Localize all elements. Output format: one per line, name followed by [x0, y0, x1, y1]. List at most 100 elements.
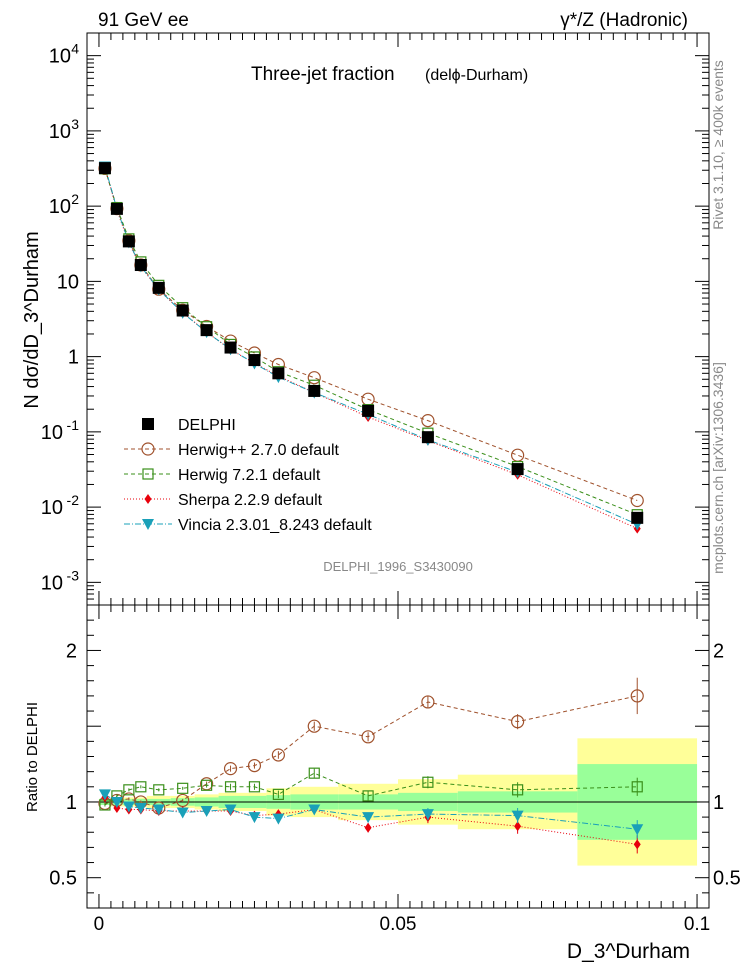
y-tick-exponent: 3: [71, 116, 79, 132]
x-tick-label: 0.05: [380, 914, 417, 935]
herwig-2-7-0-default-ratio-point: [421, 695, 435, 709]
delphi-point: [134, 259, 147, 272]
sherpa-2-2-9-default-ratio-point: [364, 822, 372, 833]
chart-title: Three-jet fraction: [251, 64, 395, 85]
herwig-2-7-0-default-point: [307, 371, 321, 385]
y-tick-label: 10: [49, 121, 71, 143]
sherpa-2-2-9-default-ratio-point: [514, 821, 522, 832]
analysis-label: DELPHI_1996_S3430090: [323, 559, 473, 574]
y-tick-label: 10: [49, 46, 71, 68]
herwig-2-7-0-default-point: [630, 493, 644, 508]
vincia-2-3-01-8-243-default-line: [104, 166, 638, 525]
y-tick-exponent: 4: [71, 41, 79, 57]
delphi-point: [511, 463, 524, 476]
vincia-2-3-01-8-243-default-ratio-point: [248, 812, 261, 824]
legend-label-delphi: DELPHI: [178, 417, 236, 434]
delphi-point: [421, 431, 434, 444]
herwig-2-7-0-default-ratio-point: [307, 719, 321, 733]
y-tick-label: 10: [41, 497, 63, 519]
vincia-2-3-01-8-243-default-ratio-point: [631, 824, 644, 836]
herwig-7-2-1-default-ratio-point: [631, 781, 643, 793]
legend-label-herwig-2-7-0-default: Herwig++ 2.7.0 default: [178, 442, 340, 459]
herwig-2-7-0-default-point: [421, 414, 435, 428]
delphi-point: [110, 202, 123, 215]
y-tick-exponent: -1: [67, 417, 80, 433]
header-right: γ*/Z (Hadronic): [560, 10, 688, 31]
mcplots-site: mcplots.cern.ch [arXiv:1306.3436]: [710, 362, 726, 574]
y-tick-label: 10: [41, 422, 63, 444]
x-tick-label: 0.1: [684, 914, 710, 935]
vincia-2-3-01-8-243-default-ratio-point: [308, 804, 321, 816]
ratio-tick-label-left: 1: [66, 792, 77, 814]
vincia-2-3-01-8-243-default-ratio-point: [272, 813, 285, 825]
vincia-2-3-01-8-243-default-ratio-point: [122, 801, 135, 813]
herwig-7-2-1-default-ratio-point: [308, 767, 320, 779]
herwig-2-7-0-default-ratio-point: [223, 762, 238, 776]
rivet-version: Rivet 3.1.10, ≥ 400k events: [710, 60, 726, 230]
herwig-7-2-1-default-line: [104, 168, 638, 516]
herwig-7-2-1-default-ratio-point: [123, 784, 135, 796]
delphi-point: [122, 235, 135, 248]
herwig-2-7-0-default-ratio-point: [247, 758, 262, 773]
legend-marker-sherpa-2-2-9-default: [144, 494, 152, 504]
legend-label-herwig-7-2-1-default: Herwig 7.2.1 default: [178, 467, 321, 484]
herwig-2-7-0-default-ratio-point: [361, 730, 375, 744]
vincia-2-3-01-8-243-default-ratio-point: [98, 789, 111, 801]
delphi-point: [362, 404, 375, 417]
delphi-point: [200, 324, 213, 337]
y-tick-label: 1: [68, 347, 79, 369]
legend-label-vincia-2-3-01-8-243-default: Vincia 2.3.01_8.243 default: [178, 517, 372, 534]
legend-marker-vincia-2-3-01-8-243-default: [142, 519, 154, 530]
herwig-2-7-0-default-ratio-point: [271, 748, 285, 762]
ratio-tick-label-left: 0.5: [49, 868, 77, 890]
vincia-2-3-01-8-243-default-ratio-point: [134, 803, 147, 815]
delphi-point: [176, 304, 189, 317]
herwig-2-7-0-default-ratio-point: [511, 715, 525, 729]
delphi-point: [248, 354, 261, 367]
herwig-2-7-0-default-point: [511, 448, 525, 462]
vincia-2-3-01-8-243-default-ratio-point: [362, 812, 375, 824]
vincia-2-3-01-8-243-default-ratio-point: [152, 804, 165, 816]
chart-title-note: (delϕ-Durham): [425, 67, 528, 84]
delphi-point: [308, 384, 321, 397]
herwig-7-2-1-default-ratio-point: [224, 781, 237, 793]
sherpa-2-2-9-default-ratio-point: [113, 803, 121, 814]
y-tick-exponent: -3: [67, 567, 80, 583]
herwig-7-2-1-default-ratio-point: [248, 781, 261, 793]
delphi-point: [98, 162, 111, 175]
delphi-point: [272, 367, 285, 380]
y-tick-label: 10: [41, 572, 63, 594]
sherpa-2-2-9-default-ratio-point: [633, 839, 641, 850]
series-markers: [98, 161, 644, 854]
herwig-7-2-1-default-ratio-point: [272, 788, 284, 800]
ratio-tick-label-right: 1: [713, 792, 724, 814]
herwig-7-2-1-default-ratio-point: [177, 782, 189, 794]
ratio-tick-label-right: 2: [713, 640, 724, 662]
legend-marker-herwig-7-2-1-default: [142, 468, 154, 480]
legend-label-sherpa-2-2-9-default: Sherpa 2.2.9 default: [178, 492, 323, 509]
vincia-2-3-01-8-243-default-ratio-point: [200, 806, 213, 818]
y-tick-label: 10: [49, 196, 71, 218]
herwig-7-2-1-default-ratio-point: [135, 781, 147, 793]
vincia-2-3-01-8-243-default-ratio-point: [110, 796, 123, 808]
header-left: 91 GeV ee: [98, 10, 189, 31]
herwig-7-2-1-default-ratio-point: [362, 790, 374, 802]
herwig-7-2-1-default-ratio-point: [422, 776, 434, 788]
delphi-point: [152, 281, 165, 294]
vincia-2-3-01-8-243-default-ratio-point: [176, 807, 189, 819]
herwig-7-2-1-default-ratio-point: [201, 779, 213, 791]
legend: DELPHI Herwig++ 2.7.0 default Herwig 7.2.1…: [124, 417, 372, 534]
vincia-2-3-01-8-243-default-ratio-point: [511, 810, 524, 822]
herwig-2-7-0-default-ratio-point: [630, 689, 644, 703]
ratio-axis-label: Ratio to DELPHI: [24, 702, 41, 812]
legend-marker-herwig-2-7-0-default: [141, 442, 155, 456]
y-tick-exponent: -2: [67, 492, 80, 508]
x-axis-label: D_3^Durham: [567, 940, 690, 963]
ratio-tick-label-right: 0.5: [713, 868, 741, 890]
herwig-2-7-0-default-line: [104, 168, 638, 501]
delphi-point: [224, 341, 237, 354]
y-tick-label: 10: [57, 271, 79, 293]
y-axis-label: N dσ/dD_3^Durham: [21, 231, 43, 408]
delphi-point: [631, 511, 644, 524]
